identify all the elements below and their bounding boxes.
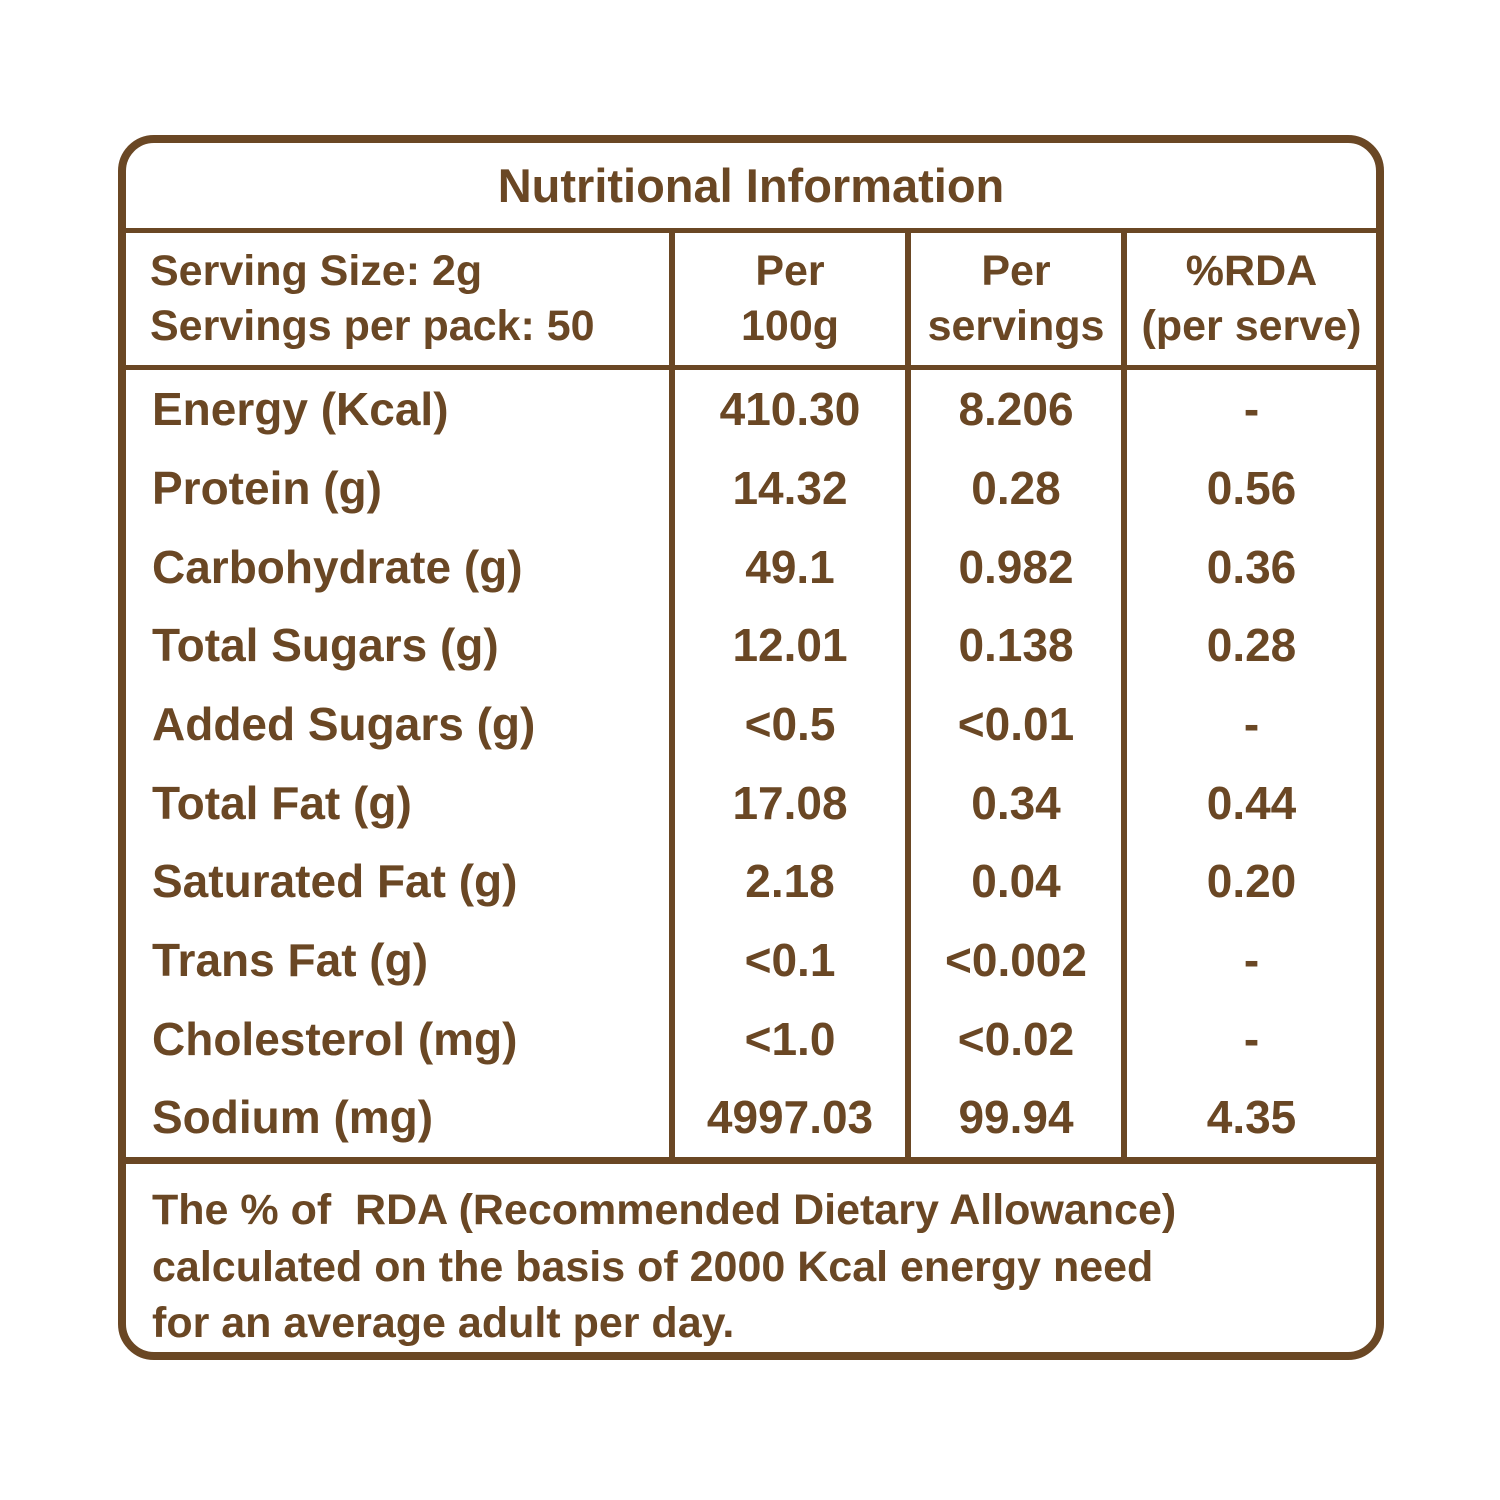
nutrient-row-carbohydrate: Carbohydrate (g) 49.1 0.982 0.36 bbox=[126, 527, 1376, 607]
per-100g-value: 17.08 bbox=[675, 763, 911, 843]
rda-value: 0.20 bbox=[1206, 855, 1297, 908]
nutrient-row-cholesterol: Cholesterol (mg) <1.0 <0.02 - bbox=[126, 999, 1376, 1079]
per-100g-value: <1.0 bbox=[675, 999, 911, 1079]
nutrient-row-saturated-fat: Saturated Fat (g) 2.18 0.04 0.20 bbox=[126, 842, 1376, 921]
per-100g-value: 12.01 bbox=[675, 606, 911, 685]
per-100g-value: 14.32 bbox=[675, 448, 911, 528]
rda-value: 0.36 bbox=[1206, 540, 1297, 593]
nutrient-row-trans-fat: Trans Fat (g) <0.1 <0.002 - bbox=[126, 920, 1376, 1000]
header-per-100g: Per 100g bbox=[675, 233, 911, 365]
per-100g-value: 49.1 bbox=[675, 527, 911, 607]
nutrient-row-energy: Energy (Kcal) 410.30 8.206 - bbox=[126, 370, 1376, 449]
rda-footnote-line-1: The % of RDA (Recommended Dietary Allowa… bbox=[152, 1185, 1177, 1234]
per-100g-value: <0.5 bbox=[675, 684, 911, 764]
rda-footnote-line-3: for an average adult per day. bbox=[152, 1299, 735, 1348]
per-servings-value: <0.002 bbox=[911, 920, 1127, 1000]
rda-value: 4.35 bbox=[1206, 1091, 1297, 1144]
header-per-servings: Per servings bbox=[911, 233, 1127, 365]
per-servings-value: 0.34 bbox=[911, 763, 1127, 843]
rda-value: 0.44 bbox=[1206, 776, 1297, 829]
rda-value: - bbox=[1243, 383, 1260, 436]
rda-value: - bbox=[1243, 1012, 1260, 1065]
serving-size-text: Serving Size: 2g bbox=[150, 246, 483, 295]
per-servings-value: 8.206 bbox=[911, 370, 1127, 449]
nutrient-row-added-sugars: Added Sugars (g) <0.5 <0.01 - bbox=[126, 684, 1376, 764]
servings-per-pack-text: Servings per pack: 50 bbox=[150, 302, 595, 350]
nutrient-label: Carbohydrate (g) bbox=[126, 527, 675, 607]
label-title-text: Nutritional Information bbox=[497, 159, 1005, 212]
per-servings-value: <0.02 bbox=[911, 999, 1127, 1079]
rda-value: 0.28 bbox=[1206, 619, 1297, 672]
nutrient-row-protein: Protein (g) 14.32 0.28 0.56 bbox=[126, 448, 1376, 528]
table-header-row: Serving Size: 2g Servings per pack: 50 P… bbox=[126, 233, 1376, 370]
nutrient-label: Total Sugars (g) bbox=[126, 606, 675, 685]
nutrient-label: Trans Fat (g) bbox=[126, 920, 675, 1000]
rda-footnote-line-2: calculated on the basis of 2000 Kcal ene… bbox=[152, 1242, 1154, 1291]
per-servings-value: 0.982 bbox=[911, 527, 1127, 607]
nutrient-label: Total Fat (g) bbox=[126, 763, 675, 843]
rda-value: 0.56 bbox=[1206, 462, 1297, 514]
nutrient-label: Saturated Fat (g) bbox=[126, 842, 675, 921]
nutrient-label: Energy (Kcal) bbox=[126, 370, 675, 449]
nutrient-label: Sodium (mg) bbox=[126, 1078, 675, 1157]
header-serving-info: Serving Size: 2g Servings per pack: 50 bbox=[126, 233, 675, 365]
rda-footnote: The % of RDA (Recommended Dietary Allowa… bbox=[126, 1164, 1376, 1352]
header-rda: %RDA (per serve) bbox=[1141, 246, 1362, 350]
label-title: Nutritional Information bbox=[126, 143, 1376, 233]
nutrient-label: Protein (g) bbox=[126, 448, 675, 528]
nutrient-row-total-sugars: Total Sugars (g) 12.01 0.138 0.28 bbox=[126, 606, 1376, 685]
per-servings-value: 0.04 bbox=[911, 842, 1127, 921]
per-servings-value: 0.138 bbox=[911, 606, 1127, 685]
nutrient-label: Added Sugars (g) bbox=[126, 684, 675, 764]
nutrient-label: Cholesterol (mg) bbox=[126, 999, 675, 1079]
per-100g-value: 4997.03 bbox=[675, 1078, 911, 1157]
per-servings-value: 99.94 bbox=[911, 1078, 1127, 1157]
nutrient-row-total-fat: Total Fat (g) 17.08 0.34 0.44 bbox=[126, 763, 1376, 843]
per-100g-value: 410.30 bbox=[675, 370, 911, 449]
nutrient-row-sodium: Sodium (mg) 4997.03 99.94 4.35 bbox=[126, 1078, 1376, 1157]
per-100g-value: 2.18 bbox=[675, 842, 911, 921]
per-servings-value: 0.28 bbox=[911, 448, 1127, 528]
rda-value: - bbox=[1243, 934, 1260, 987]
per-100g-value: <0.1 bbox=[675, 920, 911, 1000]
rda-value: - bbox=[1243, 698, 1260, 751]
nutrition-label: Nutritional Information Serving Size: 2g… bbox=[118, 135, 1384, 1360]
nutrient-table-body: Energy (Kcal) 410.30 8.206 - Protein (g)… bbox=[126, 370, 1376, 1164]
per-servings-value: <0.01 bbox=[911, 684, 1127, 764]
